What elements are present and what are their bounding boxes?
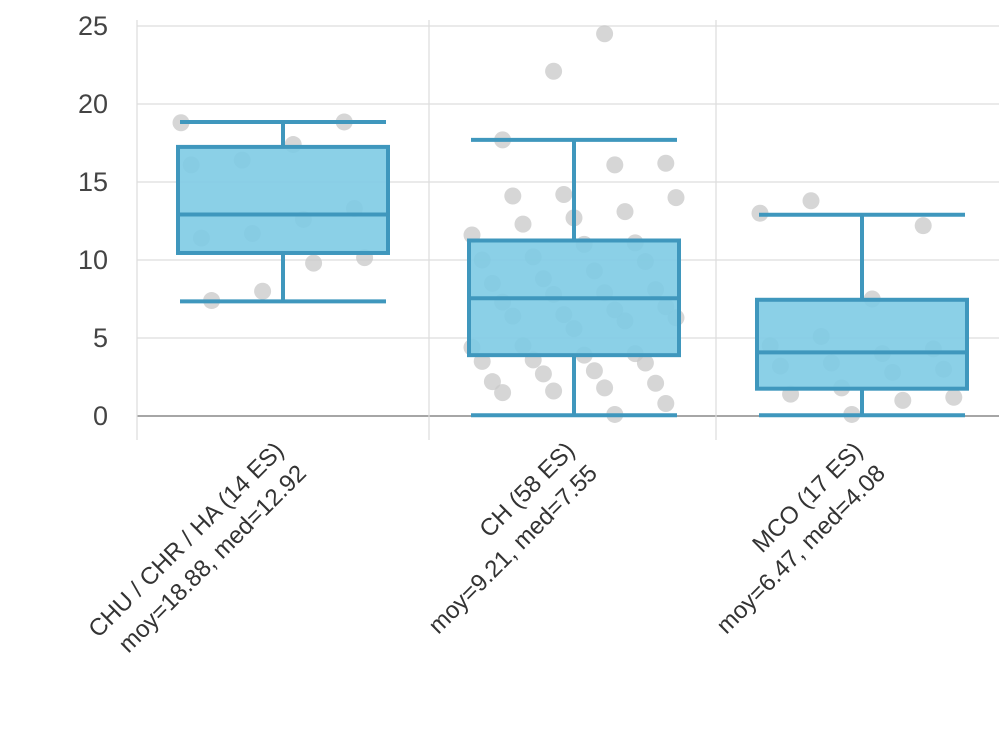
data-point: [585, 362, 603, 380]
data-point: [802, 192, 820, 210]
data-point: [514, 215, 532, 233]
y-tick-label: 5: [93, 323, 108, 353]
data-point: [647, 374, 665, 392]
data-point: [545, 62, 563, 80]
category-label: MCO (17 ES)moy=6.47, med=4.08: [711, 437, 890, 639]
data-point: [945, 388, 963, 406]
data-point: [534, 365, 552, 383]
data-point: [483, 373, 501, 391]
data-point: [254, 282, 272, 300]
y-tick-label: 0: [93, 401, 108, 431]
data-point: [545, 382, 563, 400]
data-point: [596, 25, 614, 43]
data-point: [894, 391, 912, 409]
iqr-box: [176, 144, 390, 255]
data-point: [657, 154, 675, 172]
data-point: [596, 379, 614, 397]
data-point: [657, 395, 675, 413]
y-tick-label: 15: [78, 167, 108, 197]
box-layer: [176, 119, 969, 418]
category-label: CH (58 ES)moy=9.21, med=7.55: [423, 437, 602, 639]
y-tick-label: 20: [78, 89, 108, 119]
data-point: [636, 354, 654, 372]
y-tick-label: 10: [78, 245, 108, 275]
category-stats: moy=18.88, med=12.92: [114, 460, 312, 658]
data-point: [555, 185, 573, 203]
data-point: [606, 156, 624, 174]
data-point: [667, 189, 685, 207]
data-point: [914, 217, 932, 235]
category-name: CHU / CHR / HA (14 ES): [83, 437, 289, 643]
data-point: [494, 384, 512, 402]
y-tick-label: 25: [78, 11, 108, 41]
data-point: [504, 187, 522, 205]
data-point: [616, 203, 634, 221]
category-label: CHU / CHR / HA (14 ES)moy=18.88, med=12.…: [83, 437, 312, 658]
iqr-box: [755, 297, 969, 391]
data-point: [305, 254, 323, 272]
